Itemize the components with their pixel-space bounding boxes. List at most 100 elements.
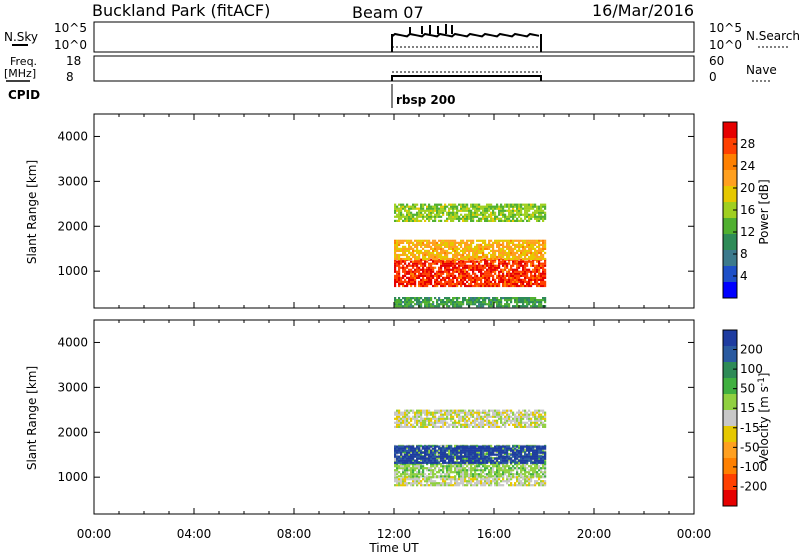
heatmap-cell — [488, 303, 491, 306]
heatmap-cell — [524, 253, 527, 257]
heatmap-cell — [536, 282, 539, 286]
heatmap-cell — [400, 423, 403, 426]
heatmap-cell — [474, 255, 477, 259]
heatmap-cell — [524, 280, 527, 283]
heatmap-cell — [484, 260, 487, 263]
heatmap-cell — [472, 272, 475, 275]
heatmap-cell — [430, 258, 433, 261]
heatmap-cell — [400, 465, 403, 468]
heatmap-cell — [458, 257, 461, 261]
heatmap-cell — [406, 413, 409, 416]
heatmap-cell — [534, 282, 537, 286]
heatmap-cell — [498, 245, 501, 248]
heatmap-cell — [422, 278, 425, 281]
heatmap-cell — [418, 461, 421, 464]
heatmap-cell — [486, 270, 489, 273]
heatmap-cell — [430, 446, 433, 450]
heatmap-cell — [418, 480, 421, 483]
heatmap-cell — [430, 445, 433, 448]
heatmap-cell — [434, 257, 437, 261]
heatmap-cell — [540, 215, 543, 218]
heatmap-cell — [400, 217, 403, 220]
heatmap-cell — [418, 411, 421, 414]
heatmap-cell — [430, 476, 433, 479]
heatmap-cell — [524, 274, 527, 277]
heatmap-cell — [542, 284, 545, 288]
heatmap-cell — [424, 270, 427, 273]
heatmap-cell — [488, 469, 491, 472]
heatmap-cell — [464, 260, 467, 263]
heatmap-cell — [496, 266, 499, 269]
heatmap-cell — [518, 413, 521, 416]
heatmap-cell — [518, 209, 521, 212]
heatmap-cell — [538, 452, 541, 456]
heatmap-cell — [428, 478, 431, 481]
heatmap-cell — [452, 268, 455, 271]
heatmap-cell — [534, 417, 537, 420]
heatmap-cell — [414, 478, 417, 481]
heatmap-cell — [488, 280, 491, 283]
power-ylabel: Slant Range [km] — [25, 160, 39, 264]
heatmap-cell — [414, 453, 417, 456]
heatmap-cell — [466, 473, 469, 476]
heatmap-cell — [470, 217, 473, 220]
heatmap-cell — [532, 257, 535, 261]
heatmap-cell — [426, 276, 429, 279]
heatmap-cell — [436, 459, 439, 462]
heatmap-cell — [496, 305, 499, 308]
heatmap-cell — [520, 262, 523, 265]
heatmap-cell — [442, 207, 445, 210]
heatmap-cell — [508, 457, 511, 460]
heatmap-cell — [490, 299, 493, 302]
heatmap-cell — [450, 203, 453, 206]
heatmap-cell — [538, 249, 541, 252]
heatmap-cell — [478, 447, 481, 450]
heatmap-cell — [460, 478, 463, 481]
heatmap-cell — [526, 239, 529, 242]
heatmap-cell — [446, 268, 449, 271]
colorbar-tick-label: 16 — [740, 203, 755, 217]
heatmap-cell — [406, 276, 409, 279]
heatmap-cell — [528, 280, 531, 283]
heatmap-cell — [528, 445, 531, 448]
heatmap-cell — [512, 207, 515, 210]
heatmap-cell — [466, 255, 469, 259]
heatmap-cell — [472, 284, 475, 288]
heatmap-cell — [462, 415, 465, 418]
heatmap-cell — [444, 301, 447, 304]
heatmap-cell — [498, 455, 501, 458]
heatmap-cell — [456, 266, 459, 269]
heatmap-cell — [430, 276, 433, 279]
heatmap-cell — [486, 245, 489, 248]
heatmap-cell — [462, 475, 465, 478]
heatmap-cell — [462, 268, 465, 271]
heatmap-cell — [538, 484, 541, 487]
heatmap-cell — [438, 419, 441, 422]
heatmap-cell — [414, 303, 417, 306]
heatmap-cell — [424, 245, 427, 248]
heatmap-cell — [482, 297, 485, 300]
heatmap-cell — [542, 425, 545, 428]
heatmap-cell — [430, 266, 433, 269]
heatmap-cell — [476, 457, 479, 460]
heatmap-cell — [422, 461, 425, 464]
heatmap-cell — [410, 239, 413, 242]
heatmap-cell — [452, 305, 455, 308]
heatmap-cell — [544, 245, 547, 248]
heatmap-cell — [480, 421, 483, 424]
heatmap-cell — [422, 243, 425, 246]
heatmap-cell — [488, 411, 491, 414]
heatmap-cell — [522, 249, 525, 252]
heatmap-cell — [426, 249, 429, 252]
heatmap-cell — [446, 243, 449, 246]
heatmap-cell — [420, 264, 423, 267]
heatmap-cell — [484, 264, 487, 267]
heatmap-cell — [496, 299, 499, 302]
heatmap-cell — [524, 241, 527, 244]
heatmap-cell — [468, 411, 471, 414]
heatmap-cell — [476, 245, 479, 248]
heatmap-cell — [400, 482, 403, 485]
heatmap-cell — [452, 247, 455, 250]
heatmap-cell — [522, 476, 525, 479]
heatmap-cell — [446, 484, 449, 487]
